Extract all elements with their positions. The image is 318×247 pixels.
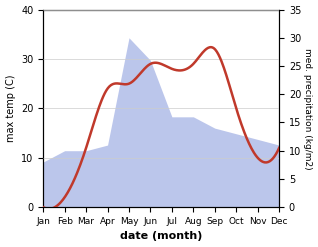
Y-axis label: max temp (C): max temp (C) bbox=[5, 75, 16, 142]
Y-axis label: med. precipitation (kg/m2): med. precipitation (kg/m2) bbox=[303, 48, 313, 169]
X-axis label: date (month): date (month) bbox=[120, 231, 202, 242]
